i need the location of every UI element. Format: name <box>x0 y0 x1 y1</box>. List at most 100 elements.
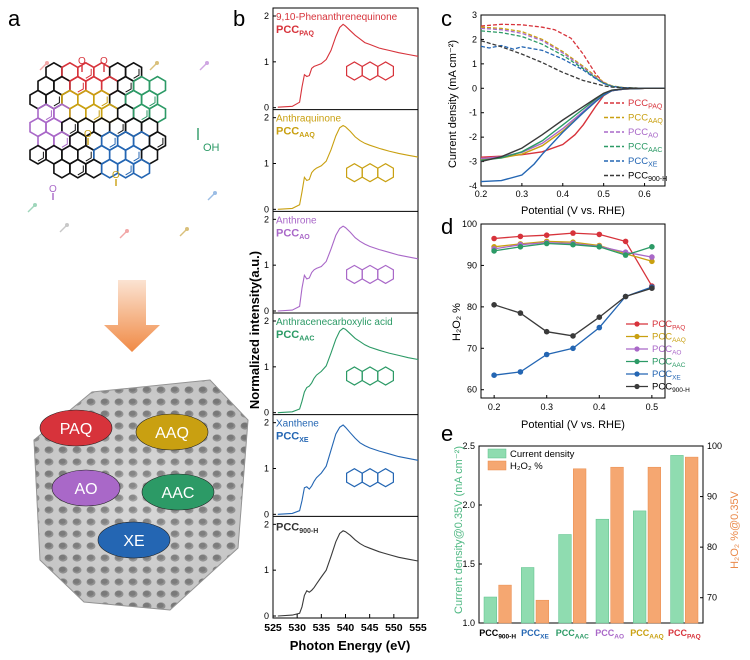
panel-c-ylabel: Current density (mA cm⁻²) <box>447 40 459 168</box>
ring-current-xe <box>480 44 665 89</box>
x-tick-label: 0.4 <box>557 189 570 199</box>
panel-label-e: e <box>441 421 453 446</box>
spectrum-sample-label: PCCAAQ <box>276 126 315 140</box>
substituent-stub <box>149 63 157 71</box>
substituent-atom <box>155 61 159 65</box>
bar-current-density-aac <box>558 534 572 624</box>
y-tick-label: 3 <box>472 10 477 20</box>
cluster-aac: AAC <box>141 473 215 511</box>
y-tick-label: 0 <box>264 509 269 519</box>
category-label-paq: PCCPAQ <box>668 628 701 641</box>
legend-label-aaq: PCCAAQ <box>652 332 686 345</box>
panel-d-selectivity-chart: 0.2 0.3 0.4 0.5 60 70 80 90 100 PCCPAQPCCAAQPCCAO… <box>462 219 690 412</box>
y-tick-label: 60 <box>467 385 477 395</box>
category-label-xe: PCCXE <box>521 628 549 641</box>
y-tick-label: -3 <box>469 157 477 167</box>
spectrum-h900 <box>277 530 419 617</box>
ring <box>346 366 363 386</box>
double-bond <box>77 165 84 176</box>
bar-h2o2-xe <box>535 599 549 624</box>
ring <box>377 264 394 285</box>
y-tick-label: 0 <box>264 204 269 214</box>
spectrum-sample-label: PCCXE <box>276 431 309 445</box>
x-tick-label: 0.2 <box>475 189 488 199</box>
double-bond <box>61 137 68 148</box>
y-tick-label-right: 90 <box>707 492 717 502</box>
spectrum-title: Xanthene <box>276 419 319 430</box>
ring <box>346 61 363 81</box>
spectrum-title: Anthrone <box>276 215 317 226</box>
panel-d-ylabel: H₂O₂ % <box>451 303 463 341</box>
y-tick-label: 0 <box>264 408 269 418</box>
carboxyl-oh-label: OH <box>203 142 220 154</box>
cluster-blob <box>141 473 215 511</box>
substituent-atom <box>125 229 129 233</box>
y-tick-label: 0 <box>264 103 269 113</box>
y-tick-label: 1 <box>264 159 269 169</box>
cluster-blob <box>135 413 209 451</box>
ring <box>377 468 394 488</box>
y-tick-label-left: 1.5 <box>462 559 475 569</box>
double-bond <box>45 110 52 121</box>
x-tick-label: 530 <box>288 622 306 634</box>
legend-label-ao: PCCAO <box>628 127 659 140</box>
y-tick-label: 2 <box>264 214 269 224</box>
legend-marker <box>634 358 640 365</box>
selectivity-point <box>649 285 655 292</box>
x-tick-label: 0.5 <box>597 189 610 199</box>
selectivity-point <box>517 369 524 375</box>
double-bond <box>93 110 100 121</box>
panel-c-frame <box>480 14 666 187</box>
selectivity-point <box>570 230 576 236</box>
spectrum-ao <box>277 225 419 312</box>
legend-label-aac: PCCAAC <box>628 142 662 155</box>
bar-current-density-paq <box>670 455 684 624</box>
panel-e-ylabel-right: H₂O₂ %@0.35V <box>729 490 741 568</box>
legend-label-h900: PCC900-H <box>652 382 690 395</box>
cluster-ao: AO <box>51 469 121 507</box>
molecule-structure-icon <box>346 163 394 183</box>
spectrum-title: 9,10-Phenanthrenequinone <box>276 12 398 23</box>
y-tick-label-left: 2.5 <box>462 441 475 451</box>
bar-current-density-h900 <box>483 596 497 624</box>
double-bond <box>77 82 84 93</box>
carbon-framework-molecule: O O O O O <box>27 56 217 239</box>
y-tick-label: -4 <box>469 181 477 191</box>
legend-label-ao: PCCAO <box>652 344 681 357</box>
bar-h2o2-aac <box>573 468 587 624</box>
double-bond <box>149 96 156 107</box>
selectivity-point <box>596 231 603 238</box>
selectivity-point <box>596 324 603 331</box>
spectrum-aac <box>277 327 419 414</box>
cluster-blob <box>39 409 113 447</box>
cluster-blob <box>51 469 121 507</box>
x-tick-label: 535 <box>313 622 331 634</box>
substituent-atom <box>45 61 49 65</box>
legend-label-current-density: Current density <box>510 449 575 460</box>
oxygen-atom-label: O <box>112 170 120 181</box>
spectrum-title: Anthraquinone <box>276 114 341 125</box>
molecule-structure-icon <box>346 264 394 285</box>
y-tick-label: 2 <box>264 316 269 326</box>
substituent-stub <box>207 193 215 201</box>
legend-swatch-current-density <box>487 448 507 459</box>
spectrum-sample-label: PCCAO <box>276 227 310 241</box>
bar-current-density-ao <box>595 518 609 624</box>
selectivity-point <box>596 314 603 321</box>
y-tick-label: 1 <box>264 57 269 67</box>
y-tick-label: 1 <box>264 260 269 270</box>
panel-e-ylabel-left: Current density@0.35V (mA cm⁻²) <box>453 446 465 614</box>
legend-label-h2o2: H₂O₂ % <box>510 461 543 472</box>
y-tick-label: 0 <box>264 306 269 316</box>
substituent-atom <box>33 203 37 207</box>
selectivity-point <box>543 232 550 238</box>
hexagon-ring <box>85 158 103 179</box>
x-tick-label: 0.3 <box>540 402 553 412</box>
spectrum-xe <box>277 424 419 515</box>
selectivity-line-h900 <box>493 287 653 337</box>
x-tick-label: 0.5 <box>646 402 659 412</box>
cluster-label: XE <box>123 533 144 550</box>
selectivity-point <box>649 254 655 260</box>
cluster-paq: PAQ <box>39 409 113 447</box>
